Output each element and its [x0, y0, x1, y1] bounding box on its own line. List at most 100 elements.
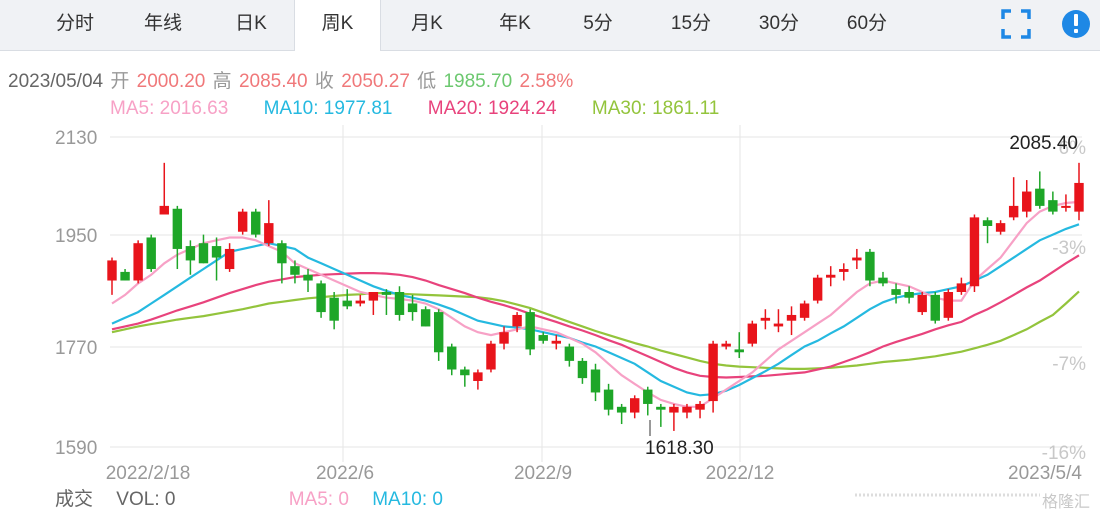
pct-tick-label: 6%	[1059, 138, 1087, 159]
tab-4[interactable]: 月K	[411, 13, 443, 34]
candle	[512, 312, 522, 333]
candle-body	[603, 389, 614, 410]
candle	[303, 269, 313, 292]
candle	[290, 260, 300, 284]
tab-9[interactable]: 60分	[846, 13, 888, 34]
candle	[656, 403, 666, 427]
ma30-legend: MA30: 1861.11	[591, 98, 720, 119]
candle-body	[852, 257, 862, 261]
candle-body	[159, 205, 169, 215]
candle-body	[564, 346, 575, 361]
ma20-legend: MA20: 1924.24	[427, 98, 557, 119]
candle-body	[812, 277, 823, 301]
tab-8[interactable]: 30分	[758, 13, 800, 34]
candle-body	[747, 323, 758, 344]
candle	[277, 240, 287, 284]
candle	[237, 208, 248, 235]
candle-body	[525, 312, 535, 350]
candle	[460, 366, 470, 387]
candle	[682, 403, 692, 419]
tab-2[interactable]: 日K	[235, 13, 267, 34]
candle-body	[995, 223, 1006, 232]
candle	[473, 369, 483, 390]
candle	[603, 383, 614, 416]
tab-6[interactable]: 5分	[583, 13, 613, 34]
candle-body	[185, 246, 196, 261]
candle-body	[107, 260, 117, 281]
candle	[172, 205, 183, 270]
y-tick-label: 2130	[55, 128, 97, 149]
ma10-line	[111, 223, 1080, 397]
x-tick-label: 2022/9	[514, 463, 572, 484]
candle	[995, 220, 1006, 235]
candle	[799, 300, 810, 321]
pct-tick-label: -3%	[1052, 238, 1086, 259]
x-tick-label: 2023/5/4	[1008, 463, 1082, 484]
candle-body	[904, 292, 914, 298]
candle-body	[460, 369, 470, 376]
candle-body	[394, 292, 405, 315]
ma-legend: MA5: 2016.63 MA10: 1977.81 MA20: 1924.24…	[110, 98, 749, 120]
candle-body	[1048, 200, 1058, 212]
candle-body	[826, 274, 836, 278]
candle-body	[878, 277, 888, 284]
candle	[943, 289, 954, 321]
tab-7[interactable]: 15分	[670, 13, 712, 34]
fullscreen-icon[interactable]	[1000, 8, 1032, 40]
candle-body	[708, 343, 718, 402]
candle	[1048, 191, 1058, 215]
candle	[407, 294, 418, 321]
info-icon[interactable]	[1060, 8, 1092, 40]
high-value: 2085.40	[238, 71, 308, 92]
ma5-legend: MA5: 2016.63	[110, 98, 229, 119]
candle	[198, 234, 209, 264]
candle-body	[342, 300, 352, 307]
candle-body	[839, 269, 849, 272]
candle	[185, 240, 196, 275]
candle-body	[512, 314, 522, 327]
candle	[525, 309, 535, 356]
candle	[133, 240, 143, 284]
candle	[107, 257, 117, 295]
candle-body	[211, 246, 222, 258]
tab-1[interactable]: 年线	[143, 13, 182, 34]
pct-tick-label: -16%	[1042, 443, 1086, 464]
candle	[1061, 194, 1071, 212]
y-tick-label: 1590	[55, 438, 97, 459]
candle	[1035, 171, 1045, 209]
candle-body	[120, 271, 130, 281]
candle	[355, 294, 365, 307]
candle-body	[629, 398, 640, 413]
volume-label: 成交	[55, 489, 94, 510]
candle-body	[982, 220, 993, 226]
candle-body	[198, 243, 209, 264]
candle	[316, 280, 326, 318]
candle	[486, 340, 496, 373]
ma30-line	[111, 290, 1080, 370]
candle	[577, 358, 588, 384]
candle-body	[577, 360, 588, 379]
tab-0[interactable]: 分时	[55, 13, 94, 34]
watermark-logo: 格隆汇	[1041, 494, 1090, 511]
candle-body	[891, 289, 901, 295]
tab-5[interactable]: 年K	[499, 13, 531, 34]
x-tick-label: 2022/12	[706, 463, 775, 484]
candle-body	[721, 343, 731, 347]
candle-body	[773, 323, 784, 327]
candle-body	[1008, 205, 1019, 218]
period-tab-bar: 分时 年线 日K 周K 月K 年K 5分 15分 30分 60分	[0, 0, 1100, 51]
candle	[643, 386, 653, 416]
candle-body	[499, 332, 509, 344]
candle-body	[224, 248, 235, 270]
candle-body	[551, 340, 562, 344]
candle	[852, 248, 862, 270]
tab-3[interactable]: 周K	[294, 0, 381, 51]
candle	[865, 248, 875, 287]
high-label: 高	[212, 71, 232, 92]
open-value: 2000.20	[136, 71, 206, 92]
candle	[826, 266, 836, 287]
low-label: 低	[417, 71, 437, 92]
candle-body	[329, 297, 339, 321]
candle-body	[473, 372, 483, 381]
